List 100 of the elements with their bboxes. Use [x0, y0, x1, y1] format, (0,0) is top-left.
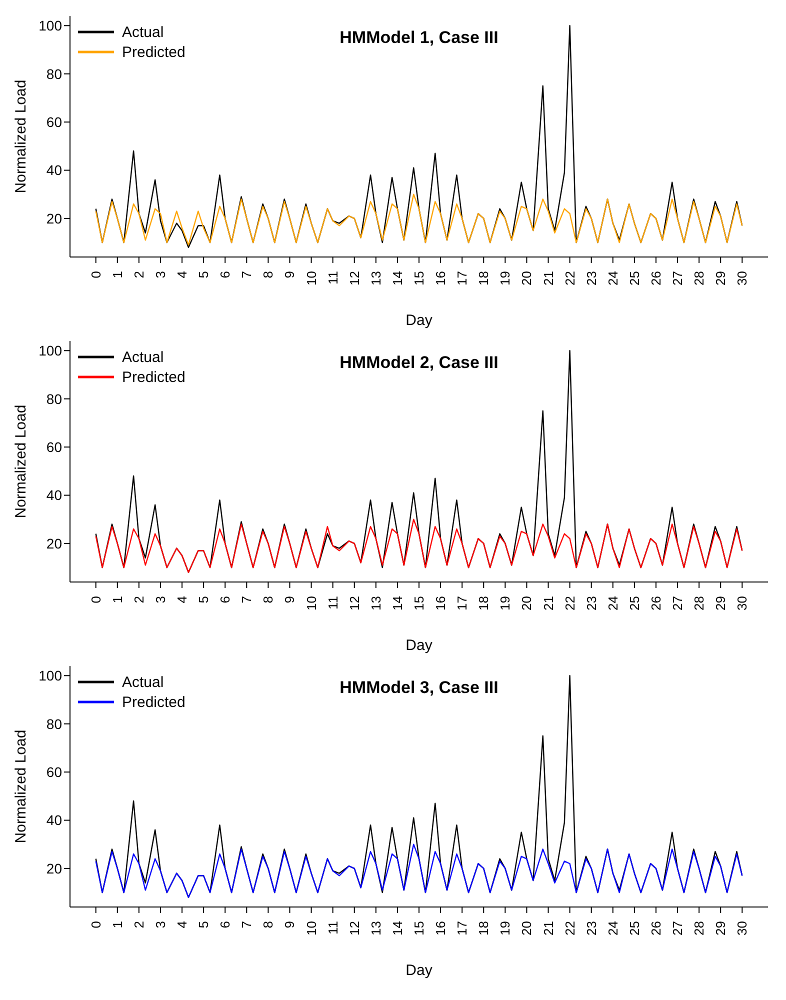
x-tick-label: 17	[454, 271, 470, 286]
x-tick-label: 10	[304, 921, 319, 936]
x-tick-label: 17	[454, 921, 470, 936]
x-tick-label: 8	[260, 921, 276, 928]
x-tick-label: 24	[605, 271, 620, 286]
x-axis-title: Day	[406, 962, 433, 979]
x-tick-label: 13	[368, 271, 384, 286]
x-tick-label: 9	[282, 596, 298, 604]
x-tick-label: 4	[174, 921, 190, 928]
x-tick-label: 27	[670, 596, 686, 610]
y-axis-title: Normalized Load	[12, 80, 30, 194]
x-tick-label: 20	[519, 271, 534, 286]
y-axis-title: Normalized Load	[12, 404, 30, 518]
y-tick-label: 80	[46, 716, 62, 732]
x-tick-label: 2	[131, 271, 146, 278]
x-tick-label: 11	[325, 271, 340, 284]
y-tick-label: 100	[38, 18, 62, 34]
x-tick-label: 27	[670, 921, 686, 936]
y-tick-label: 80	[46, 390, 62, 407]
x-tick-label: 12	[346, 921, 362, 936]
x-tick-label: 20	[519, 596, 534, 610]
x-tick-label: 5	[196, 596, 212, 604]
x-tick-label: 27	[670, 271, 686, 286]
x-tick-label: 18	[476, 596, 492, 610]
y-tick-label: 100	[38, 342, 62, 359]
x-tick-label: 1	[110, 596, 125, 604]
x-tick-label: 16	[433, 271, 448, 286]
x-tick-label: 3	[152, 271, 168, 278]
x-tick-label: 17	[454, 596, 470, 610]
x-tick-label: 0	[88, 921, 104, 928]
x-tick-label: 28	[692, 596, 707, 610]
y-tick-label: 40	[46, 162, 62, 178]
legend-label: Predicted	[122, 44, 186, 60]
x-tick-label: 29	[713, 921, 728, 936]
x-tick-label: 16	[433, 596, 448, 610]
x-tick-label: 12	[346, 596, 362, 610]
x-tick-label: 3	[152, 596, 168, 604]
x-tick-label: 15	[412, 921, 426, 936]
x-tick-label: 1	[110, 271, 125, 278]
x-tick-label: 30	[734, 596, 750, 610]
x-tick-label: 11	[325, 921, 340, 934]
y-tick-label: 20	[46, 535, 62, 552]
x-tick-label: 2	[131, 921, 146, 928]
x-tick-label: 26	[648, 921, 664, 936]
x-tick-label: 5	[196, 271, 212, 278]
x-tick-label: 7	[239, 921, 254, 928]
x-tick-label: 9	[282, 921, 298, 928]
x-tick-label: 25	[626, 271, 642, 286]
x-tick-label: 0	[88, 271, 104, 278]
y-tick-label: 60	[46, 439, 62, 456]
x-tick-label: 7	[239, 596, 254, 604]
legend-label: Predicted	[122, 694, 186, 710]
x-tick-label: 19	[498, 921, 513, 936]
x-tick-label: 2	[131, 596, 146, 604]
x-tick-label: 1	[110, 921, 125, 928]
x-tick-label: 26	[648, 271, 664, 286]
x-tick-label: 3	[152, 921, 168, 928]
x-tick-label: 30	[734, 271, 750, 286]
x-tick-label: 14	[390, 271, 405, 286]
x-axis-title: Day	[406, 637, 433, 654]
x-tick-label: 11	[325, 596, 340, 610]
x-tick-label: 24	[605, 596, 620, 610]
text: HMModel 2, Case III	[338, 353, 500, 373]
y-tick-label: 40	[46, 487, 62, 504]
x-tick-label: 21	[540, 271, 556, 286]
x-axis-title: Day	[406, 312, 433, 329]
x-tick-label: 6	[218, 921, 233, 928]
x-tick-label: 29	[713, 596, 728, 610]
x-tick-label: 13	[368, 921, 384, 936]
x-tick-label: 0	[88, 596, 104, 604]
x-tick-label: 4	[174, 596, 190, 604]
y-tick-label: 40	[46, 812, 62, 828]
x-tick-label: 20	[519, 921, 534, 936]
x-tick-label: 22	[562, 271, 578, 286]
x-tick-label: 12	[346, 271, 362, 286]
line-series	[95, 194, 743, 246]
y-tick-label: 20	[46, 860, 62, 876]
x-tick-label: 16	[433, 921, 448, 936]
x-tick-label: 24	[605, 921, 620, 936]
x-tick-label: 13	[368, 596, 384, 610]
x-tick-label: 22	[562, 921, 578, 936]
legend-label: Actual	[122, 674, 164, 690]
x-tick-label: 30	[734, 921, 750, 936]
x-tick-label: 23	[584, 596, 599, 610]
x-tick-label: 19	[498, 596, 513, 610]
legend-label: Predicted	[122, 368, 186, 386]
x-tick-label: 14	[390, 596, 405, 610]
x-tick-label: 28	[692, 271, 707, 286]
x-tick-label: 8	[260, 596, 276, 604]
x-tick-label: 18	[476, 271, 492, 286]
x-tick-label: 29	[713, 271, 728, 286]
y-tick-label: 60	[46, 764, 62, 780]
x-tick-label: 6	[218, 271, 233, 278]
x-tick-label: 9	[282, 271, 298, 278]
x-tick-label: 15	[412, 596, 426, 610]
x-tick-label: 25	[626, 921, 642, 936]
x-tick-label: 4	[174, 271, 190, 278]
x-tick-label: 21	[540, 921, 556, 936]
x-tick-label: 21	[540, 596, 556, 610]
x-tick-label: 28	[692, 921, 707, 936]
